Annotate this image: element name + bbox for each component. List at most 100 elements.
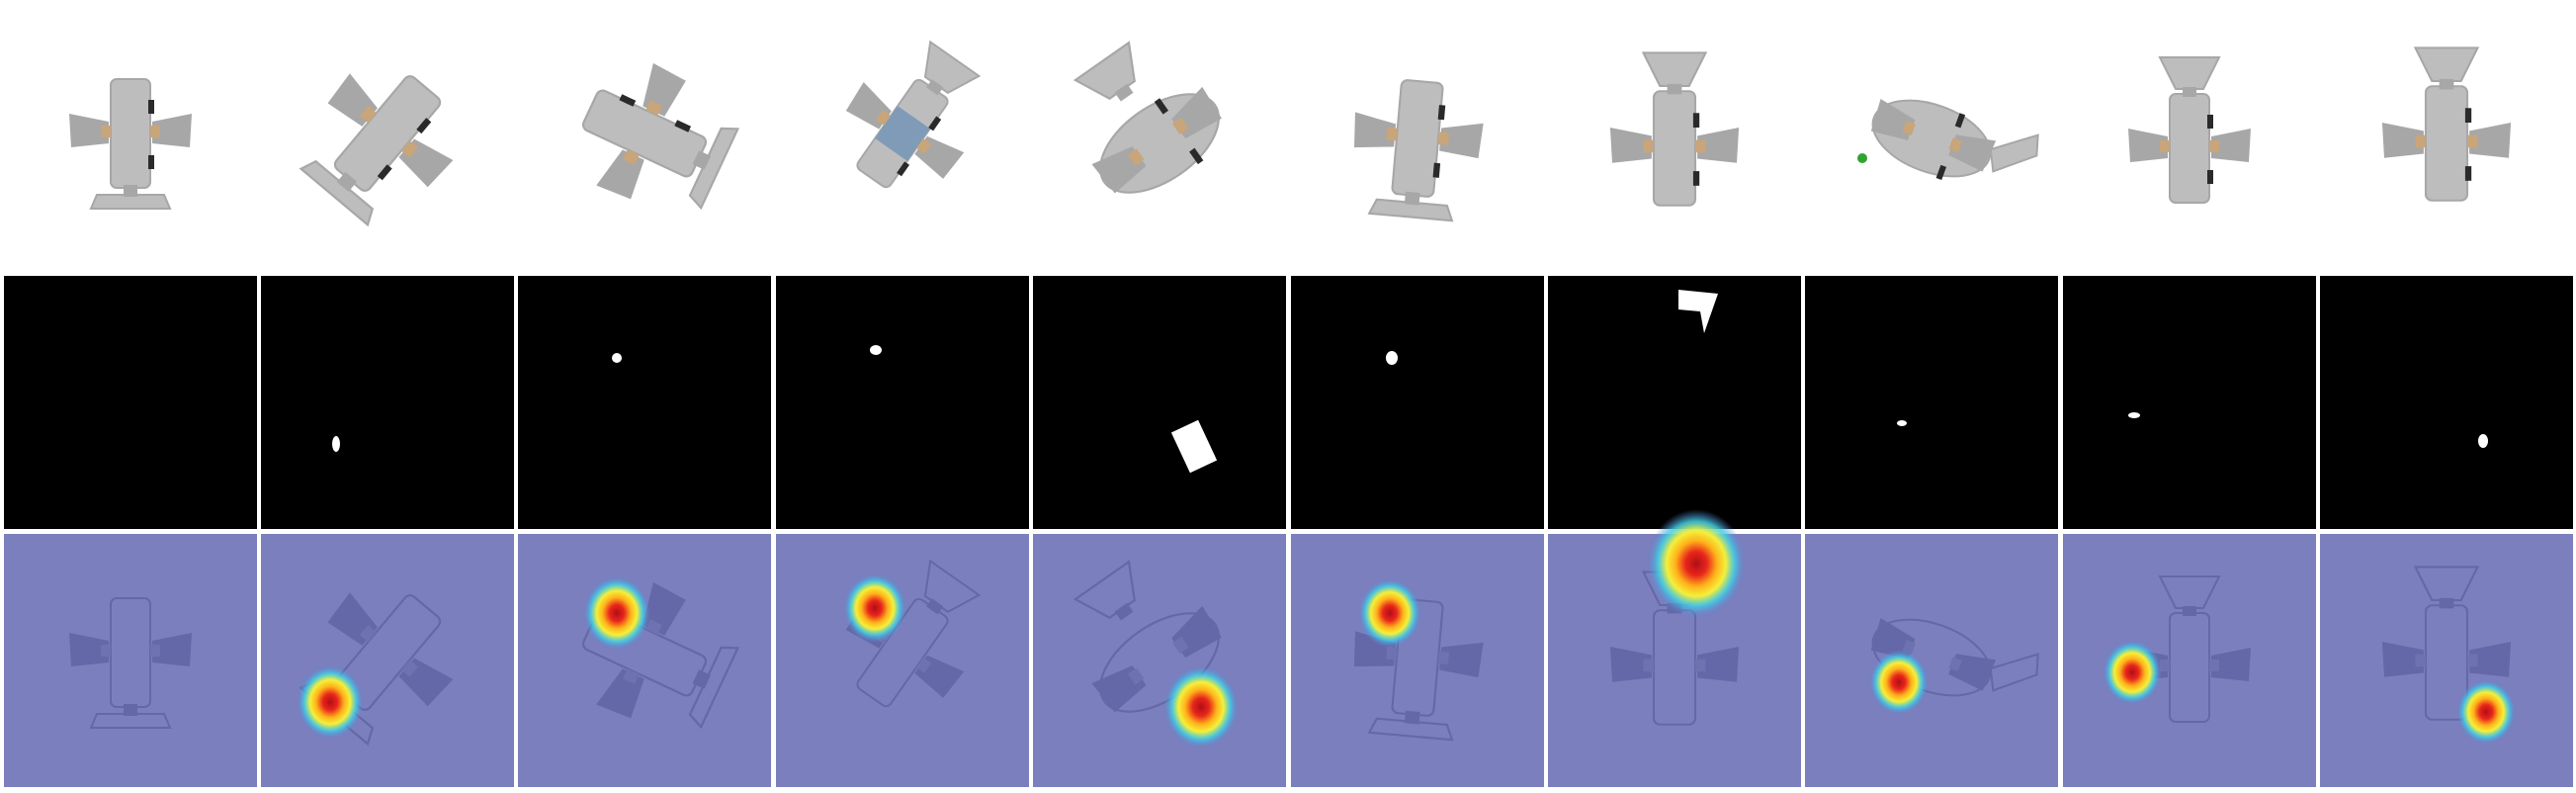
object-body (2424, 85, 2469, 202)
tail-neck (2183, 606, 2196, 616)
heat-spot (583, 575, 650, 651)
toy-object-tinted (2128, 575, 2251, 723)
object-body (1652, 609, 1697, 726)
mask-panel-4 (776, 276, 1029, 529)
mask-bg (1291, 276, 1544, 529)
left-joint (2160, 140, 2170, 152)
render-panel-5 (1033, 0, 1286, 267)
right-joint (916, 137, 932, 154)
heat-spot (2456, 679, 2516, 745)
heat-spot (843, 573, 906, 644)
toy-object (69, 78, 192, 210)
heat-panel-1 (4, 534, 257, 787)
tail-fin (1073, 560, 1136, 620)
axle-top (2207, 115, 2213, 129)
object-body (110, 597, 151, 708)
mask-blob (870, 345, 882, 355)
left-wing (2381, 642, 2424, 677)
tail-fin (299, 159, 375, 227)
axle-bottom (897, 161, 910, 177)
mask-blob (1170, 419, 1218, 474)
left-joint (2160, 660, 2170, 671)
toy-object-tinted (845, 559, 982, 708)
left-joint (1127, 148, 1145, 166)
mask-bg (518, 276, 771, 529)
tail-neck (336, 171, 358, 192)
left-joint (359, 625, 377, 643)
mask-blob (1897, 420, 1907, 426)
right-joint (1437, 651, 1450, 664)
axle-top (928, 116, 942, 132)
left-wing (69, 114, 109, 147)
right-joint (1948, 657, 1962, 672)
right-joint (645, 619, 662, 635)
heat-panel-8 (1805, 534, 2058, 787)
mask-panel-9 (2063, 276, 2316, 529)
right-joint (2467, 134, 2478, 148)
left-joint (876, 110, 892, 126)
axle-bottom (148, 155, 154, 169)
axle-top (416, 118, 432, 134)
right-joint (150, 126, 160, 137)
tail-neck (1114, 602, 1134, 621)
heat-spot (2103, 640, 2162, 705)
axle-bottom (377, 164, 392, 181)
mask-bg (1548, 276, 1801, 529)
right-joint (1695, 139, 1706, 153)
right-joint (1437, 132, 1450, 145)
object-body (1391, 79, 1444, 198)
left-joint (1902, 121, 1916, 135)
axle-bottom (674, 120, 692, 132)
right-joint (1171, 117, 1189, 134)
object-body (2169, 612, 2210, 723)
mask-bg (2320, 276, 2573, 529)
tail-fin (1641, 51, 1708, 88)
toy-object (1609, 51, 1740, 207)
mask-blob (2478, 434, 2488, 448)
left-wing (2128, 129, 2168, 162)
toy-object (1870, 99, 2039, 181)
right-joint (2467, 654, 2478, 667)
right-joint (916, 657, 932, 673)
mask-bg (1033, 276, 1286, 529)
right-wing (1439, 642, 1484, 678)
right-wing (1439, 123, 1484, 159)
tail-neck (1667, 83, 1682, 95)
tail-neck (2439, 78, 2454, 90)
toy-object-tinted (69, 597, 192, 729)
tail-fin (1989, 133, 2039, 173)
right-joint (1948, 137, 1962, 153)
axle-bottom (2207, 170, 2213, 184)
axle-top (1954, 113, 1966, 129)
left-joint (1386, 646, 1398, 661)
toy-object-tinted (2381, 566, 2512, 721)
heat-spot (1647, 509, 1746, 618)
axle-bottom (1935, 164, 1947, 181)
tail-fin (2413, 566, 2480, 602)
tail-fin (2158, 56, 2221, 90)
toy-object (299, 73, 454, 227)
tail-neck (926, 79, 944, 96)
mask-bg (2063, 276, 2316, 529)
left-joint (623, 668, 640, 684)
left-joint (1386, 127, 1398, 141)
left-joint (1643, 659, 1654, 672)
left-joint (2415, 654, 2426, 667)
mask-bg (4, 276, 257, 529)
left-wing (1609, 647, 1652, 682)
axle-top (1692, 113, 1700, 128)
heat-panel-7 (1548, 509, 1801, 787)
right-wing (2211, 129, 2251, 162)
heat-spot (1358, 577, 1421, 649)
object-body (110, 78, 151, 189)
heatmap-row (4, 509, 2573, 787)
object-body (1652, 90, 1697, 207)
left-wing (69, 633, 109, 666)
left-joint (623, 149, 640, 165)
mask-blob (1678, 290, 1718, 333)
right-joint (645, 100, 662, 116)
toy-object (2381, 46, 2512, 202)
blue-panel (875, 106, 930, 161)
